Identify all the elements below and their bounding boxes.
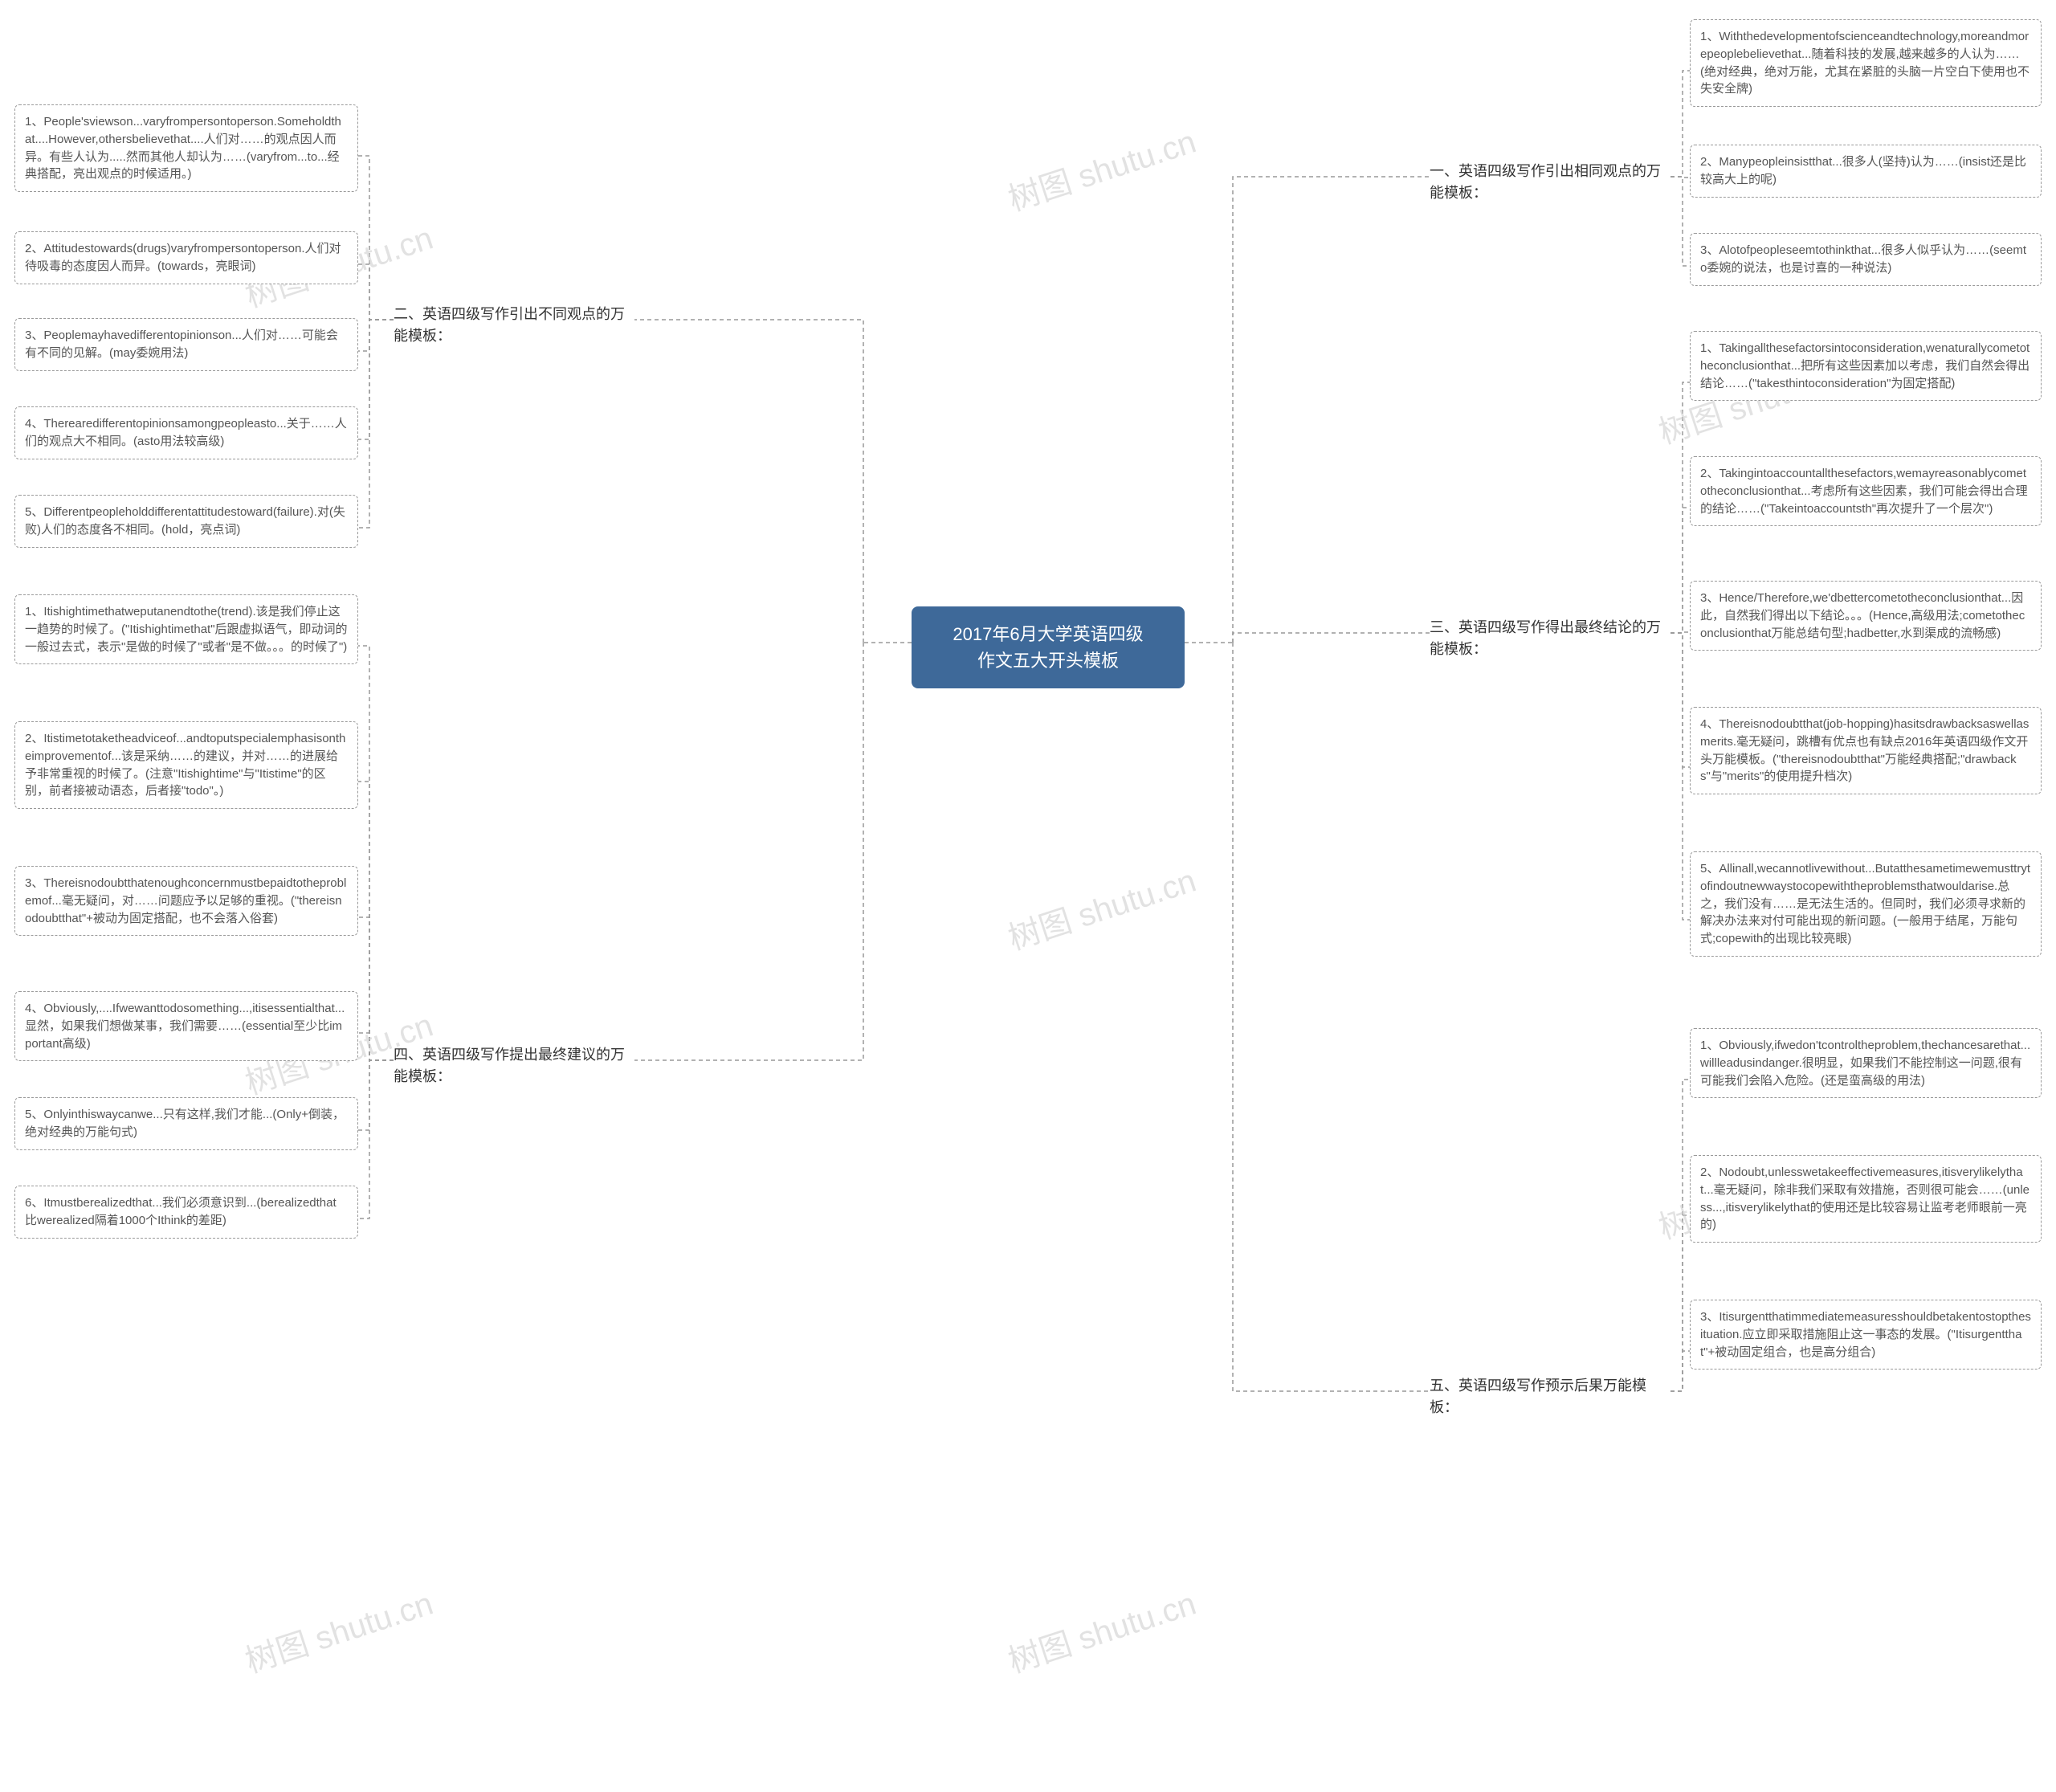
leaf-node: 2、Nodoubt,unlesswetakeeffectivemeasures,… bbox=[1690, 1155, 2042, 1243]
leaf-node: 3、Peoplemayhavedifferentopinionson...人们对… bbox=[14, 318, 358, 371]
leaf-node: 2、Takingintoaccountallthesefactors,wemay… bbox=[1690, 456, 2042, 526]
leaf-node: 5、Onlyinthiswaycanwe...只有这样,我们才能...(Only… bbox=[14, 1097, 358, 1150]
leaf-node: 4、Obviously,....Ifwewanttodosomething...… bbox=[14, 991, 358, 1061]
leaf-node: 1、Itishightimethatweputanendtothe(trend)… bbox=[14, 594, 358, 664]
branch-4-label: 四、英语四级写作提出最终建议的万能模板： bbox=[394, 1047, 625, 1084]
leaf-node: 2、Itistimetotaketheadviceof...andtoputsp… bbox=[14, 721, 358, 809]
leaf-node: 2、Attitudestowards(drugs)varyfrompersont… bbox=[14, 231, 358, 284]
branch-3: 三、英语四级写作得出最终结论的万能模板： bbox=[1430, 617, 1670, 660]
branch-5: 五、英语四级写作预示后果万能模板： bbox=[1430, 1375, 1670, 1418]
leaf-node: 1、Takingallthesefactorsintoconsideration… bbox=[1690, 331, 2042, 401]
branch-2: 二、英语四级写作引出不同观点的万能模板： bbox=[394, 304, 634, 347]
leaf-node: 4、Thereisnodoubtthat(job-hopping)hasitsd… bbox=[1690, 707, 2042, 794]
branch-1: 一、英语四级写作引出相同观点的万能模板： bbox=[1430, 161, 1670, 204]
branch-5-label: 五、英语四级写作预示后果万能模板： bbox=[1430, 1378, 1646, 1415]
leaf-node: 5、Allinall,wecannotlivewithout...Butatth… bbox=[1690, 851, 2042, 957]
leaf-node: 4、Therearedifferentopinionsamongpeopleas… bbox=[14, 406, 358, 459]
leaf-node: 3、Thereisnodoubtthatenoughconcernmustbep… bbox=[14, 866, 358, 936]
branch-1-label: 一、英语四级写作引出相同观点的万能模板： bbox=[1430, 163, 1661, 201]
leaf-node: 2、Manypeopleinsistthat...很多人(坚持)认为……(ins… bbox=[1690, 145, 2042, 198]
leaf-node: 5、Differentpeopleholddifferentattitudest… bbox=[14, 495, 358, 548]
center-title-line1: 2017年6月大学英语四级 bbox=[953, 624, 1143, 644]
center-title: 2017年6月大学英语四级 作文五大开头模板 bbox=[912, 606, 1185, 688]
branch-3-label: 三、英语四级写作得出最终结论的万能模板： bbox=[1430, 619, 1661, 657]
leaf-node: 3、Alotofpeopleseemtothinkthat...很多人似乎认为…… bbox=[1690, 233, 2042, 286]
branch-4: 四、英语四级写作提出最终建议的万能模板： bbox=[394, 1044, 634, 1088]
leaf-node: 1、Withthedevelopmentofscienceandtechnolo… bbox=[1690, 19, 2042, 107]
leaf-node: 6、Itmustberealizedthat...我们必须意识到...(bere… bbox=[14, 1186, 358, 1239]
center-title-line2: 作文五大开头模板 bbox=[977, 651, 1119, 671]
leaf-node: 1、Obviously,ifwedon'tcontroltheproblem,t… bbox=[1690, 1028, 2042, 1098]
leaf-node: 3、Hence/Therefore,we'dbettercometothecon… bbox=[1690, 581, 2042, 651]
leaf-node: 1、People'sviewson...varyfrompersontopers… bbox=[14, 104, 358, 192]
leaf-node: 3、Itisurgentthatimmediatemeasuresshouldb… bbox=[1690, 1300, 2042, 1370]
branch-2-label: 二、英语四级写作引出不同观点的万能模板： bbox=[394, 306, 625, 344]
